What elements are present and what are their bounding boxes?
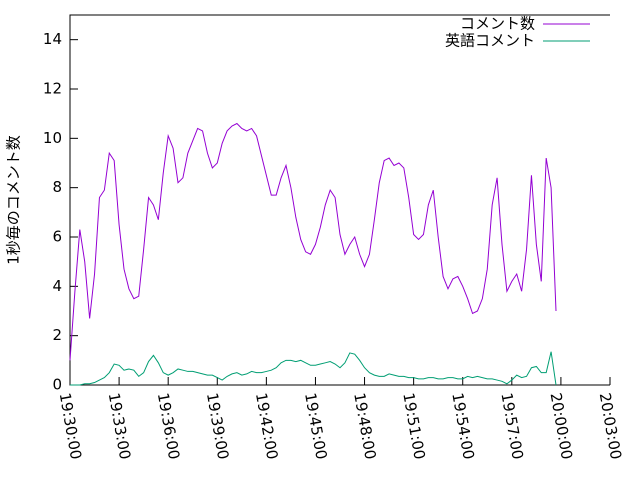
x-tick-label: 20:00:00 bbox=[547, 391, 576, 460]
x-tick-label: 19:57:00 bbox=[497, 391, 526, 460]
x-tick-label: 19:39:00 bbox=[203, 391, 232, 460]
x-tick-label: 19:42:00 bbox=[252, 391, 281, 460]
x-tick-label: 19:48:00 bbox=[350, 391, 379, 460]
x-tick-label: 19:51:00 bbox=[399, 391, 428, 460]
legend-label: コメント数 bbox=[460, 15, 535, 33]
y-axis-label: 1秒毎のコメント数 bbox=[5, 135, 23, 265]
y-tick-label: 4 bbox=[52, 277, 62, 295]
y-tick-label: 6 bbox=[52, 228, 62, 246]
axis-border bbox=[69, 14, 610, 386]
y-tick-label: 12 bbox=[43, 80, 62, 98]
y-tick-label: 10 bbox=[43, 129, 62, 147]
legend-label: 英語コメント bbox=[445, 32, 535, 50]
data-line bbox=[70, 351, 557, 386]
y-tick-label: 8 bbox=[52, 178, 62, 196]
x-tick-label: 20:03:00 bbox=[596, 391, 625, 460]
data-line bbox=[69, 122, 557, 361]
y-tick-label: 14 bbox=[43, 30, 62, 48]
x-tick-label: 19:36:00 bbox=[154, 391, 183, 460]
x-tick-label: 19:54:00 bbox=[448, 391, 477, 460]
x-tick-label: 19:33:00 bbox=[105, 391, 134, 460]
x-tick-label: 19:30:00 bbox=[56, 391, 85, 460]
y-tick-label: 0 bbox=[52, 376, 62, 394]
x-tick-label: 19:45:00 bbox=[301, 391, 330, 460]
y-tick-label: 2 bbox=[52, 326, 62, 344]
